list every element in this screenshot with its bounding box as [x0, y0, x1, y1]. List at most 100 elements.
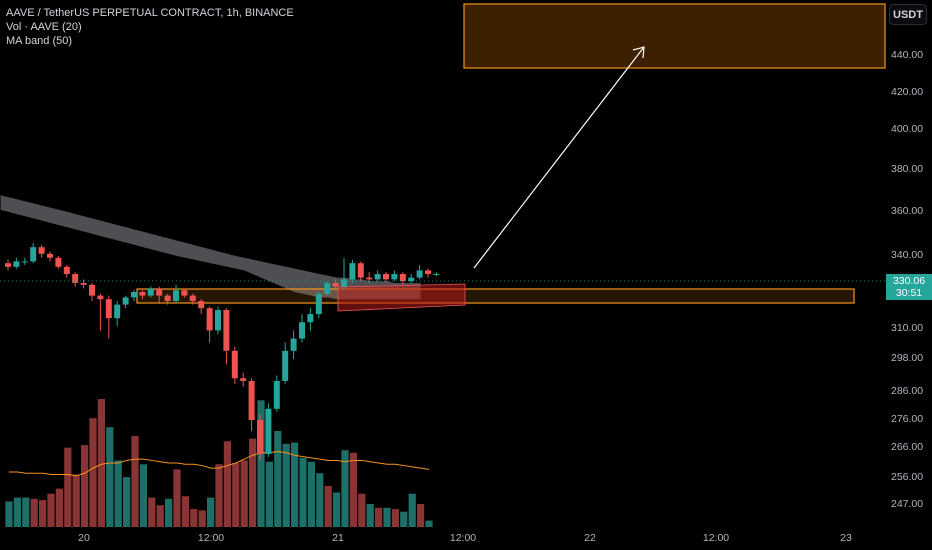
volume-bar: [131, 436, 139, 527]
volume-bar: [139, 464, 147, 527]
volume-bar: [249, 438, 257, 527]
volume-bar: [274, 431, 282, 527]
volume-bar: [425, 520, 433, 527]
volume-bar: [22, 497, 30, 527]
candle-body: [38, 247, 45, 254]
arrow-head-icon: [632, 46, 645, 59]
candle-body: [399, 274, 406, 282]
candle-body: [315, 293, 322, 315]
candle-body: [248, 381, 255, 420]
candle-body: [332, 283, 339, 287]
volume-bar: [190, 509, 198, 527]
candle-body: [433, 274, 440, 275]
volume-bar: [198, 510, 206, 527]
volume-indicator-label[interactable]: Vol · AAVE (20): [6, 21, 82, 33]
volume-bar: [417, 503, 425, 527]
candlesticks: [5, 242, 440, 460]
candle-body: [257, 420, 263, 454]
candle-body: [131, 292, 137, 298]
candle-body: [47, 253, 53, 258]
candle-body: [55, 257, 62, 267]
price-tick-label: 400.00: [891, 123, 924, 135]
symbol-title[interactable]: AAVE / TetherUS PERPETUAL CONTRACT, 1h, …: [6, 7, 294, 19]
volume-bar: [299, 457, 307, 527]
volume-bar: [64, 447, 72, 527]
accumulation-zone: [337, 283, 466, 312]
candle-body: [13, 261, 20, 267]
volume-bar: [55, 488, 63, 527]
time-tick-label: 22: [584, 532, 596, 544]
volume-bar: [13, 497, 21, 527]
volume-bar: [391, 509, 399, 527]
price-tick-label: 266.00: [891, 441, 924, 453]
candle-body: [164, 295, 171, 301]
candle-body: [383, 274, 389, 280]
volume-bar: [181, 496, 189, 527]
volume-bar: [307, 461, 315, 527]
ma-band: [0, 195, 421, 300]
ma-band-fill: [0, 195, 421, 300]
candle-body: [416, 270, 423, 278]
time-tick-label: 21: [332, 532, 344, 544]
volume-bar: [257, 400, 265, 527]
candle-body: [21, 261, 28, 263]
volume-bar: [375, 507, 383, 527]
volume-bar: [400, 511, 408, 527]
volume-bar: [291, 442, 299, 527]
candle-body: [181, 290, 188, 296]
price-tick-label: 340.00: [891, 249, 924, 261]
candle-body: [223, 310, 230, 351]
projection-arrow: [473, 46, 645, 269]
volume-bar: [173, 469, 181, 527]
volume-bar: [349, 452, 357, 527]
volume-bar: [5, 501, 13, 527]
candle-body: [282, 350, 289, 381]
price-tick-label: 380.00: [891, 163, 924, 175]
volume-bar: [39, 500, 47, 527]
volume-bar: [47, 493, 55, 527]
last-price-tag: 330.06 30:51: [886, 274, 932, 300]
volume-bar: [207, 497, 215, 527]
candle-body: [374, 274, 381, 280]
candle-body: [299, 322, 305, 339]
candle-body: [408, 277, 415, 282]
candle-body: [139, 292, 146, 296]
volume-bar: [223, 441, 231, 527]
target-zone: [463, 3, 886, 69]
volume-bar: [81, 445, 89, 527]
candle-body: [89, 284, 95, 296]
candle-body: [5, 263, 11, 267]
ma-band-indicator-label[interactable]: MA band (50): [6, 35, 73, 47]
time-tick-label: 12:00: [197, 532, 225, 544]
time-tick-label: 12:00: [449, 532, 477, 544]
candle-body: [290, 338, 297, 351]
volume-bar: [72, 474, 80, 527]
volume-bar: [358, 493, 366, 527]
candle-body: [265, 408, 272, 454]
volume-bars: [5, 399, 433, 527]
volume-bar: [123, 477, 131, 527]
candle-body: [307, 314, 314, 323]
candle-body: [156, 288, 163, 296]
price-tick-label: 420.00: [891, 86, 924, 98]
volume-bar: [383, 507, 391, 527]
time-tick-label: 20: [78, 532, 90, 544]
candle-body: [349, 263, 356, 280]
candle-body: [273, 381, 280, 409]
price-tick-label: 276.00: [891, 413, 924, 425]
currency-button[interactable]: USDT: [889, 4, 927, 25]
candle-body: [72, 274, 79, 283]
candle-body: [147, 288, 154, 296]
volume-bar: [265, 461, 273, 527]
volume-bar: [97, 399, 105, 527]
support-zone: [136, 288, 855, 304]
candle-body: [173, 290, 179, 301]
price-tick-label: 256.00: [891, 471, 924, 483]
candle-body: [231, 350, 238, 379]
price-tick-label: 286.00: [891, 385, 924, 397]
volume-bar: [89, 418, 97, 527]
volume-bar: [316, 473, 324, 527]
candle-body: [341, 279, 347, 287]
volume-bar: [165, 498, 173, 527]
